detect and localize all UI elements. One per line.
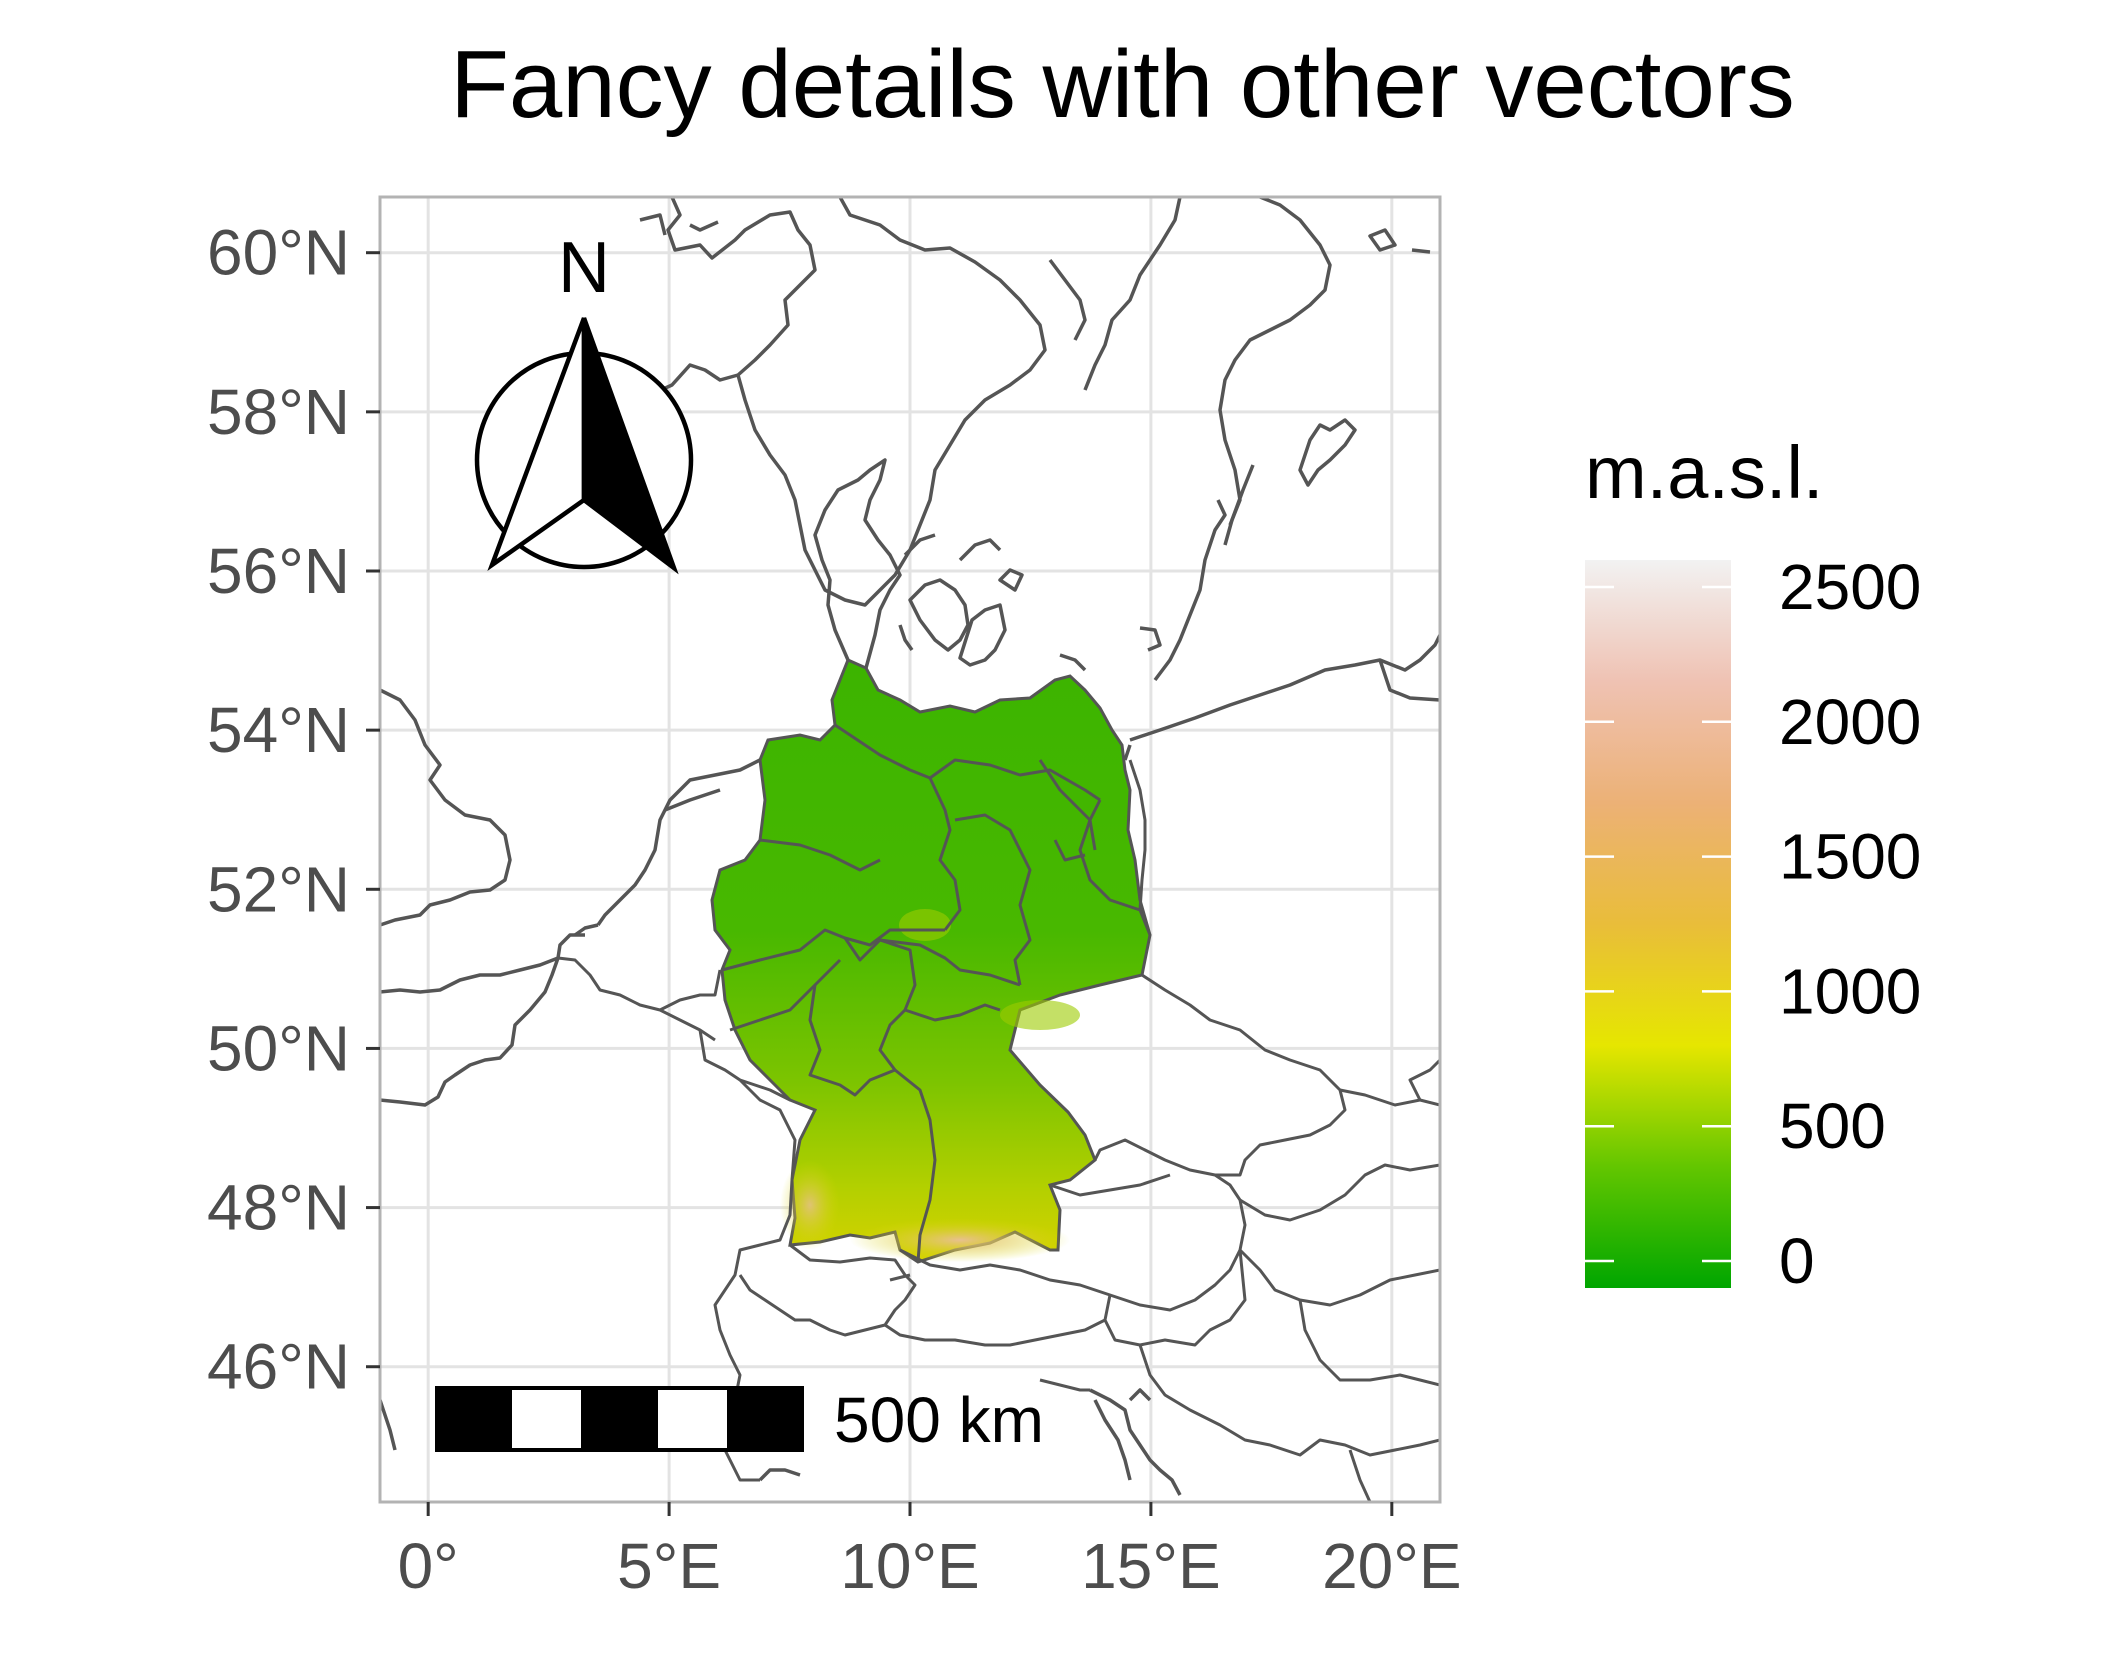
x-tick-label-2: 10°E xyxy=(840,1530,979,1602)
scale-segment-5 xyxy=(729,1388,802,1450)
y-axis: 60°N 58°N 56°N 54°N 52°N 50°N 48°N 46°N xyxy=(207,217,380,1403)
y-tick-label-1: 58°N xyxy=(207,376,350,448)
alps-highlight xyxy=(850,1218,1070,1262)
y-tick-label-4: 52°N xyxy=(207,853,350,925)
x-axis: 0° 5°E 10°E 15°E 20°E xyxy=(398,1502,1462,1602)
north-arrow: N xyxy=(474,228,694,575)
legend-colorbar xyxy=(1585,560,1731,1288)
y-tick-label-3: 54°N xyxy=(207,694,350,766)
x-tick-label-0: 0° xyxy=(398,1530,459,1602)
legend-label-0: 0 xyxy=(1779,1225,1815,1297)
legend-ticks: 0 500 1000 1500 2000 2500 xyxy=(1585,551,1921,1297)
legend-label-2: 1000 xyxy=(1779,955,1921,1027)
north-arrow-label: N xyxy=(558,228,610,308)
scale-segment-2 xyxy=(508,1386,585,1452)
scale-segment-1 xyxy=(437,1388,510,1450)
legend-label-3: 1500 xyxy=(1779,821,1921,893)
ore-mountains-highlight xyxy=(1000,1000,1080,1030)
scale-bar: 500 km xyxy=(435,1384,1044,1456)
state-borders xyxy=(721,723,1141,1263)
legend-label-1: 500 xyxy=(1779,1090,1886,1162)
scale-segment-4 xyxy=(654,1386,731,1452)
legend-label-5: 2500 xyxy=(1779,551,1921,623)
legend-label-4: 2000 xyxy=(1779,686,1921,758)
y-tick-label-0: 60°N xyxy=(207,217,350,289)
legend-title: m.a.s.l. xyxy=(1585,431,1823,514)
black-forest-highlight xyxy=(780,1160,840,1250)
y-tick-label-5: 50°N xyxy=(207,1012,350,1084)
y-tick-label-2: 56°N xyxy=(207,535,350,607)
scale-bar-label: 500 km xyxy=(834,1384,1044,1456)
scale-bar-outline xyxy=(435,1386,804,1452)
map-title: Fancy details with other vectors xyxy=(450,31,1795,138)
north-arrow-right-half xyxy=(581,317,679,575)
y-tick-label-7: 46°N xyxy=(207,1331,350,1403)
map-layers xyxy=(380,197,1440,1502)
x-tick-label-3: 15°E xyxy=(1081,1530,1220,1602)
harz-highlight xyxy=(899,909,951,941)
coastlines xyxy=(380,197,1440,1496)
x-tick-label-1: 5°E xyxy=(617,1530,721,1602)
legend: m.a.s.l. 0 500 1000 1500 2000 2500 xyxy=(1585,431,1921,1297)
x-tick-label-4: 20°E xyxy=(1322,1530,1461,1602)
y-tick-label-6: 48°N xyxy=(207,1172,350,1244)
scale-segment-3 xyxy=(583,1388,656,1450)
